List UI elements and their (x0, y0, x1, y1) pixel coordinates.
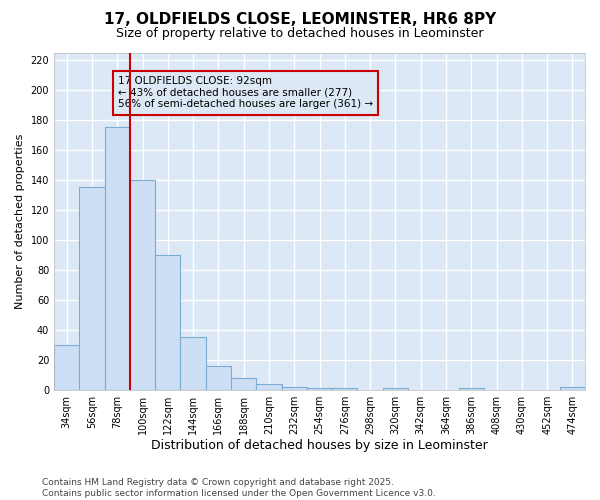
Text: Contains HM Land Registry data © Crown copyright and database right 2025.
Contai: Contains HM Land Registry data © Crown c… (42, 478, 436, 498)
Bar (307, 388, 332, 390)
Text: 17 OLDFIELDS CLOSE: 92sqm
← 43% of detached houses are smaller (277)
56% of semi: 17 OLDFIELDS CLOSE: 92sqm ← 43% of detac… (118, 76, 373, 110)
X-axis label: Distribution of detached houses by size in Leominster: Distribution of detached houses by size … (151, 440, 488, 452)
Bar (155, 255, 181, 390)
Bar (560, 386, 585, 390)
Bar (206, 366, 231, 390)
Bar (256, 384, 281, 390)
Y-axis label: Number of detached properties: Number of detached properties (15, 134, 25, 309)
Bar (332, 388, 358, 390)
Bar (130, 180, 155, 390)
Bar (383, 388, 408, 390)
Bar (181, 338, 206, 390)
Bar (231, 378, 256, 390)
Text: 17, OLDFIELDS CLOSE, LEOMINSTER, HR6 8PY: 17, OLDFIELDS CLOSE, LEOMINSTER, HR6 8PY (104, 12, 496, 28)
Bar (54, 344, 79, 390)
Bar (104, 128, 130, 390)
Bar (281, 386, 307, 390)
Bar (458, 388, 484, 390)
Bar (79, 188, 104, 390)
Text: Size of property relative to detached houses in Leominster: Size of property relative to detached ho… (116, 28, 484, 40)
